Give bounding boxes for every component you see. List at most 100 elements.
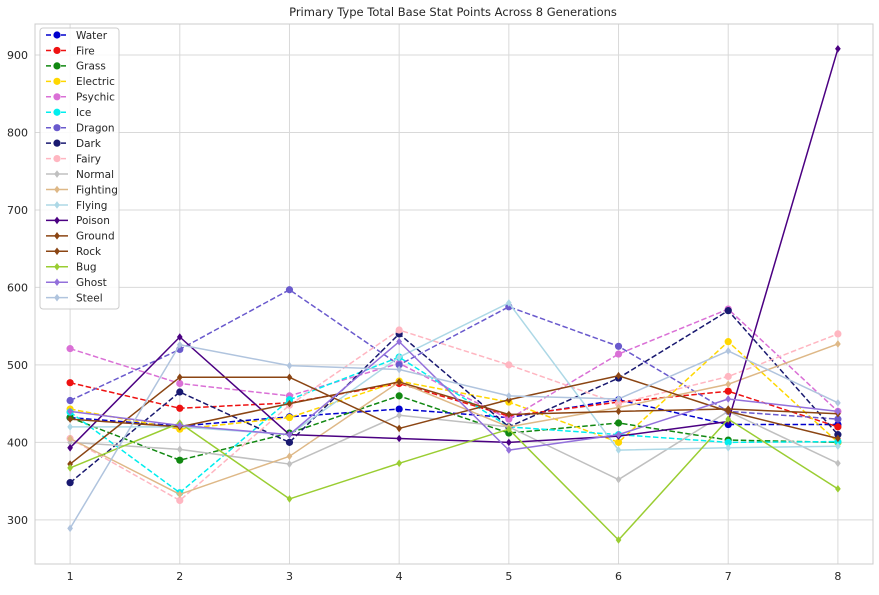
- plot-frame: [34, 23, 874, 565]
- series-dark: [66, 307, 842, 487]
- legend-label: Psychic: [76, 92, 115, 104]
- legend-label: Flying: [76, 200, 107, 212]
- legend-item-bug: Bug: [46, 262, 97, 274]
- series-line: [69, 343, 839, 496]
- legend-label: Fire: [76, 45, 95, 57]
- data-point: [614, 400, 623, 408]
- data-point: [286, 460, 293, 468]
- legend-swatch-marker: [54, 247, 60, 256]
- data-point: [614, 438, 623, 446]
- legend-item-steel: Steel: [46, 292, 103, 304]
- series-line: [70, 381, 838, 428]
- legend-label: Rock: [76, 246, 102, 258]
- data-point: [615, 403, 622, 412]
- data-point: [176, 373, 183, 382]
- data-point: [834, 330, 842, 338]
- data-point: [615, 407, 622, 416]
- data-point: [615, 446, 622, 454]
- data-point: [176, 379, 184, 388]
- series-line: [69, 418, 839, 541]
- data-point: [395, 326, 403, 334]
- legend-swatch-marker: [54, 293, 60, 302]
- series-fighting: [67, 340, 841, 499]
- grid-layer: [35, 24, 873, 564]
- data-point: [615, 395, 622, 403]
- data-point: [834, 415, 842, 423]
- data-point: [176, 404, 184, 412]
- legend-item-ghost: Ghost: [46, 277, 107, 289]
- data-point: [725, 395, 732, 403]
- data-point: [66, 379, 74, 387]
- y-tick-label: 500: [7, 359, 28, 372]
- series-line: [69, 381, 839, 428]
- data-point: [724, 438, 732, 446]
- legend-label: Grass: [76, 61, 106, 73]
- data-point: [176, 496, 184, 505]
- data-point: [67, 460, 73, 468]
- legend-swatch-marker: [53, 77, 61, 85]
- y-tick-label: 700: [7, 204, 28, 217]
- data-point: [614, 419, 623, 427]
- data-point: [176, 490, 183, 499]
- data-point: [395, 361, 403, 369]
- data-point: [66, 345, 74, 353]
- legend-item-fire: Fire: [46, 45, 95, 57]
- legend-label: Ice: [76, 107, 91, 119]
- data-point: [285, 396, 294, 404]
- data-point: [614, 350, 623, 358]
- data-point: [286, 361, 293, 370]
- legend: Water Fire Grass Electric Psychic Ice Dragon Da…: [39, 27, 120, 310]
- data-point: [67, 423, 73, 431]
- data-point: [286, 495, 293, 503]
- legend-label: Ground: [76, 231, 115, 243]
- data-point: [395, 405, 403, 413]
- series-line: [70, 410, 839, 481]
- data-point: [396, 353, 403, 361]
- x-tick-label: 2: [176, 570, 183, 583]
- series-layer: [66, 44, 842, 544]
- data-point: [835, 340, 841, 348]
- data-point: [835, 434, 841, 443]
- data-point: [286, 373, 293, 382]
- legend-item-ground: Ground: [46, 231, 115, 243]
- legend-label: Dark: [76, 138, 102, 150]
- legend-item-ice: Ice: [46, 107, 91, 119]
- data-point: [396, 459, 403, 468]
- data-point: [725, 415, 732, 423]
- series-line: [69, 356, 838, 494]
- legend-item-poison: Poison: [46, 215, 110, 227]
- data-point: [835, 459, 841, 468]
- data-point: [67, 407, 73, 416]
- data-point: [67, 434, 73, 443]
- legend-label: Water: [76, 30, 108, 42]
- legend-label: Steel: [76, 292, 103, 304]
- data-point: [395, 392, 403, 400]
- data-point: [396, 365, 403, 374]
- data-point: [724, 387, 732, 395]
- legend-swatch-marker: [54, 262, 60, 271]
- chart-title: Primary Type Total Base Stat Points Acro…: [289, 5, 617, 19]
- data-point: [176, 421, 183, 430]
- data-point: [285, 286, 294, 294]
- data-point: [66, 396, 74, 405]
- series-line: [69, 288, 838, 420]
- data-point: [176, 388, 184, 396]
- legend-swatch-marker: [54, 232, 60, 240]
- data-point: [67, 464, 73, 472]
- x-tick-label: 6: [615, 570, 622, 583]
- series-line: [70, 340, 838, 451]
- legend-item-electric: Electric: [46, 76, 115, 88]
- legend-swatch-marker: [54, 185, 60, 194]
- data-point: [67, 438, 73, 447]
- legend-swatch-marker: [54, 278, 60, 286]
- legend-label: Normal: [76, 169, 114, 181]
- x-tick-label: 1: [67, 570, 74, 583]
- legend-label: Fairy: [76, 153, 101, 165]
- legend-item-normal: Normal: [46, 169, 114, 181]
- x-tick-label: 8: [834, 570, 841, 583]
- data-point: [286, 430, 293, 439]
- data-point: [615, 371, 622, 380]
- data-point: [505, 415, 513, 423]
- legend-item-psychic: Psychic: [46, 92, 115, 104]
- series-rock: [67, 371, 841, 468]
